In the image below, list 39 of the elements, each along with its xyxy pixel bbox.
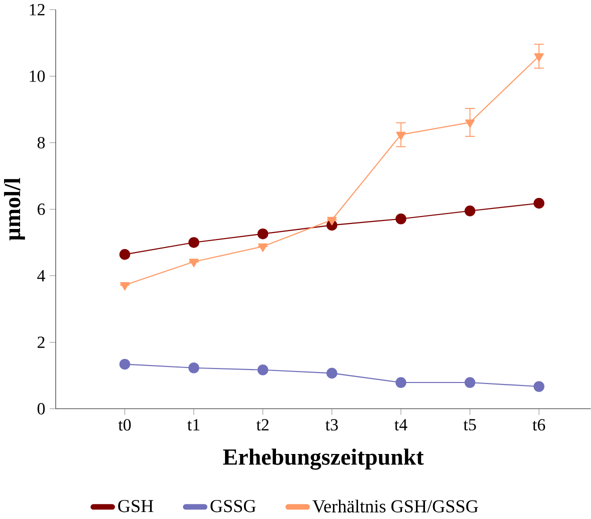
point bbox=[396, 213, 406, 224]
point bbox=[258, 244, 268, 252]
y-tick-label: 2 bbox=[38, 336, 44, 348]
legend-label: Verhältnis GSH/GSSG bbox=[312, 500, 478, 513]
y-tick-label: 6 bbox=[38, 204, 45, 215]
point bbox=[257, 364, 268, 376]
x-tick-label: t5 bbox=[464, 419, 476, 430]
y-tick-label: 8 bbox=[38, 136, 45, 148]
legend-label: GSH bbox=[118, 500, 154, 512]
x-tick-label: t6 bbox=[532, 419, 546, 431]
x-tick-label: t3 bbox=[325, 419, 338, 431]
y-tick-label: 10 bbox=[30, 70, 45, 82]
point bbox=[119, 358, 130, 370]
y-tick-label: 12 bbox=[30, 4, 44, 16]
point bbox=[120, 282, 130, 290]
point bbox=[189, 258, 199, 268]
point bbox=[534, 381, 544, 392]
point bbox=[464, 205, 476, 216]
y-tick-label: 0 bbox=[38, 403, 45, 415]
x-axis-title: Erhebungszeitpunkt bbox=[223, 448, 424, 470]
point bbox=[464, 377, 476, 388]
x-tick-label: t2 bbox=[256, 419, 269, 431]
y-tick-label: 4 bbox=[37, 270, 46, 282]
point bbox=[465, 119, 475, 128]
point bbox=[188, 237, 200, 248]
point bbox=[326, 368, 338, 379]
point bbox=[396, 377, 406, 388]
y-axis-title: µmol/l bbox=[4, 178, 25, 240]
point bbox=[534, 53, 544, 62]
x-tick-label: t0 bbox=[118, 419, 131, 431]
point bbox=[396, 132, 406, 140]
point bbox=[119, 249, 130, 260]
point bbox=[534, 198, 544, 209]
point bbox=[257, 228, 268, 240]
x-tick-label: t4 bbox=[394, 419, 408, 430]
point bbox=[327, 216, 337, 226]
point bbox=[188, 362, 200, 374]
x-tick-label: t1 bbox=[187, 419, 200, 431]
legend-label: GSSG bbox=[210, 500, 256, 512]
